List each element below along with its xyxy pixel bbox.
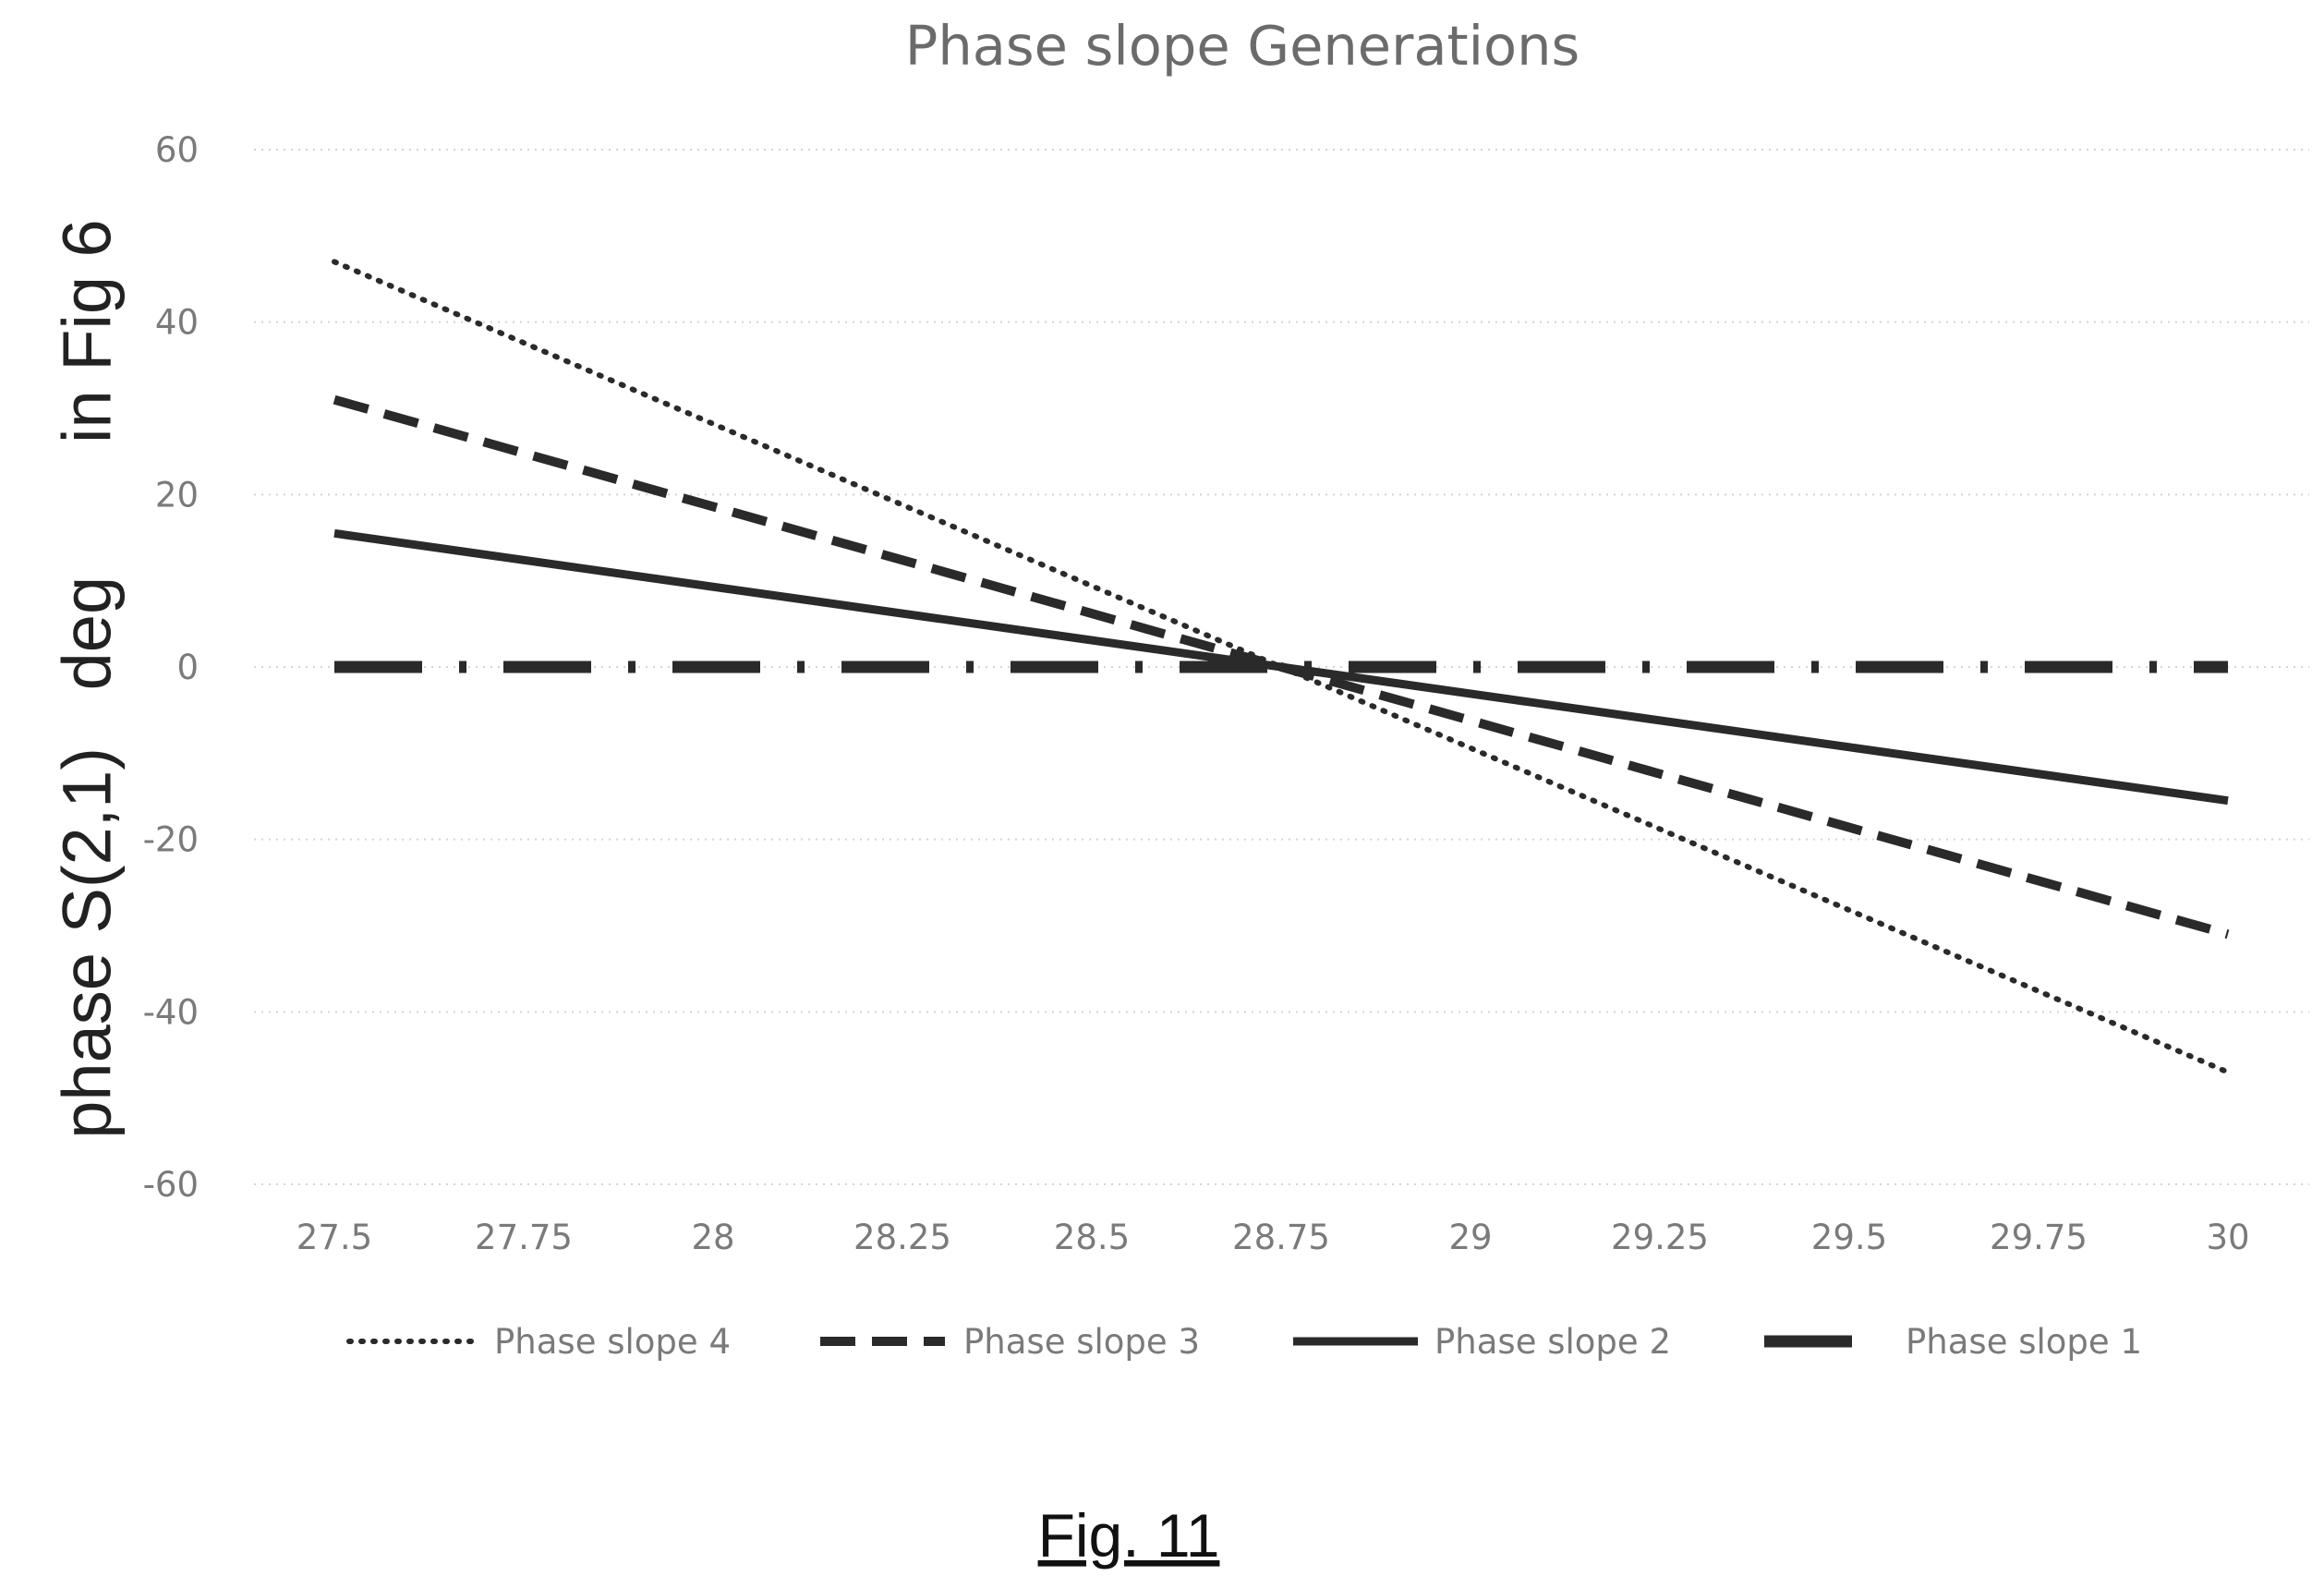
- chart-title: Phase slope Generations: [905, 14, 1580, 78]
- x-tick-label: 29.25: [1611, 1218, 1709, 1257]
- y-axis-ticks: 60 40 20 0 -20 -40 -60: [143, 130, 199, 1205]
- y-tick-label: -20: [143, 820, 199, 860]
- x-tick-label: 28: [691, 1218, 734, 1257]
- y-tick-label: 0: [176, 648, 199, 687]
- legend-label: Phase slope 3: [963, 1322, 1200, 1362]
- legend-label: Phase slope 2: [1434, 1322, 1671, 1362]
- x-tick-label: 29.5: [1811, 1218, 1887, 1257]
- x-tick-label: 29: [1448, 1218, 1492, 1257]
- series-line-2: [333, 528, 2229, 806]
- x-axis-ticks: 27.5 27.75 28 28.25 28.5 28.75 29 29.25 29.5 29.7…: [297, 1218, 2250, 1257]
- x-tick-label: 30: [2206, 1218, 2249, 1257]
- x-tick-label: 27.75: [475, 1218, 573, 1257]
- figure-caption: Fig. 11: [1038, 1501, 1220, 1570]
- y-axis-label: phase S(2,1) deg in Fig 6: [49, 219, 126, 1138]
- x-tick-label: 28.75: [1232, 1218, 1330, 1257]
- x-tick-label: 27.5: [297, 1218, 372, 1257]
- y-tick-label: 20: [155, 475, 199, 515]
- y-tick-label: -60: [143, 1165, 199, 1205]
- y-tick-label: 40: [155, 303, 199, 343]
- legend: Phase slope 4 Phase slope 3 Phase slope 2 P…: [346, 1322, 2142, 1362]
- series-lines: [332, 259, 2231, 1075]
- x-tick-label: 28.25: [853, 1218, 951, 1257]
- series-line-4: [332, 259, 2231, 1075]
- x-tick-label: 28.5: [1054, 1218, 1130, 1257]
- legend-label: Phase slope 1: [1906, 1322, 2142, 1362]
- legend-label: Phase slope 4: [494, 1322, 731, 1362]
- y-tick-label: 60: [155, 130, 199, 170]
- y-tick-label: -40: [143, 992, 199, 1032]
- x-tick-label: 29.75: [1990, 1218, 2088, 1257]
